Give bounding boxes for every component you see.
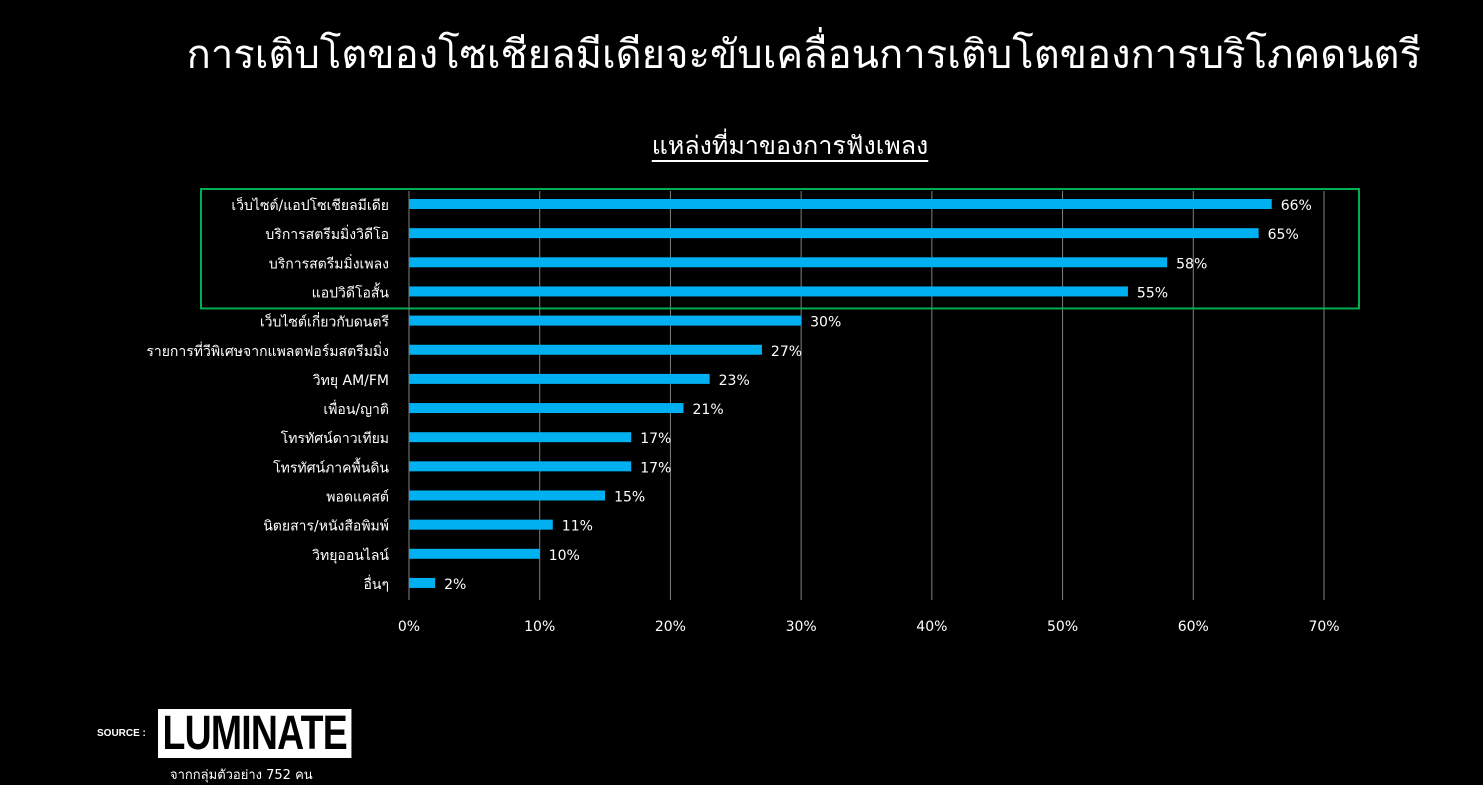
category-label-10: พอดแคสต์	[326, 489, 389, 506]
x-tick-label-5: 50%	[1047, 619, 1078, 635]
value-label-7: 21%	[693, 402, 724, 418]
x-tick-label-0: 0%	[398, 619, 420, 635]
category-label-5: รายการที่วีพิเศษจากแพลตฟอร์มสตรีมมิ่ง	[146, 342, 389, 360]
bar-0	[409, 199, 1272, 209]
bar-3	[409, 286, 1128, 297]
category-label-3: แอปวิดีโอสั้น	[312, 282, 390, 301]
luminate-logo: LUMINATE	[158, 709, 352, 758]
category-label-1: บริการสตรีมมิ่งวิดีโอ	[265, 225, 389, 243]
value-label-2: 58%	[1176, 256, 1207, 272]
x-tick-label-4: 40%	[916, 619, 947, 635]
bar-13	[409, 577, 436, 588]
x-tick-label-6: 60%	[1178, 619, 1209, 635]
bar-8	[409, 432, 632, 443]
source-label: SOURCE :	[97, 728, 146, 739]
value-label-0: 66%	[1281, 198, 1312, 214]
value-label-12: 10%	[549, 548, 580, 564]
category-label-0: เว็บไซต์/แอปโซเชียลมีเดีย	[231, 196, 389, 214]
category-label-9: โทรทัศน์ภาคพื้นดิน	[273, 457, 389, 476]
value-label-11: 11%	[562, 519, 593, 535]
value-label-1: 65%	[1268, 227, 1299, 243]
value-label-9: 17%	[640, 460, 671, 476]
category-label-7: เพื่อน/ญาติ	[323, 400, 389, 418]
x-tick-label-3: 30%	[786, 619, 817, 635]
value-label-6: 23%	[719, 373, 750, 389]
bar-10	[409, 490, 606, 501]
bar-11	[409, 519, 553, 530]
category-label-12: วิทยุออนไลน์	[312, 547, 389, 564]
value-label-8: 17%	[640, 431, 671, 447]
category-label-6: วิทยุ AM/FM	[313, 373, 389, 389]
value-label-4: 30%	[810, 315, 841, 331]
x-tick-label-1: 10%	[524, 619, 555, 635]
bar-4	[409, 315, 802, 326]
sample-size-note: จากกลุ่มตัวอย่าง 752 คน	[170, 768, 313, 783]
value-label-13: 2%	[444, 577, 466, 593]
chart-title: แหล่งที่มาของการฟังเพลง	[651, 131, 929, 160]
value-label-5: 27%	[771, 344, 802, 360]
highlight-box	[200, 188, 1360, 310]
category-label-11: นิตยสาร/หนังสือพิมพ์	[263, 518, 389, 535]
bar-7	[409, 403, 684, 414]
value-label-10: 15%	[614, 490, 645, 506]
bar-6	[409, 373, 710, 384]
value-label-3: 55%	[1137, 285, 1168, 301]
category-label-13: อื่นๆ	[364, 575, 390, 593]
x-tick-label-7: 70%	[1308, 619, 1339, 635]
category-label-2: บริการสตรีมมิ่งเพลง	[269, 254, 389, 272]
x-tick-label-2: 20%	[655, 619, 686, 635]
bar-9	[409, 461, 632, 472]
page-title: การเติบโตของโซเชียลมีเดียจะขับเคลื่อนการ…	[186, 32, 1421, 78]
bar-12	[409, 548, 540, 559]
bar-1	[409, 228, 1259, 239]
category-label-8: โทรทัศน์ดาวเทียม	[281, 430, 389, 447]
bar-5	[409, 344, 762, 355]
bar-2	[409, 257, 1168, 268]
category-label-4: เว็บไซต์เกี่ยวกับดนตรี	[260, 313, 390, 331]
